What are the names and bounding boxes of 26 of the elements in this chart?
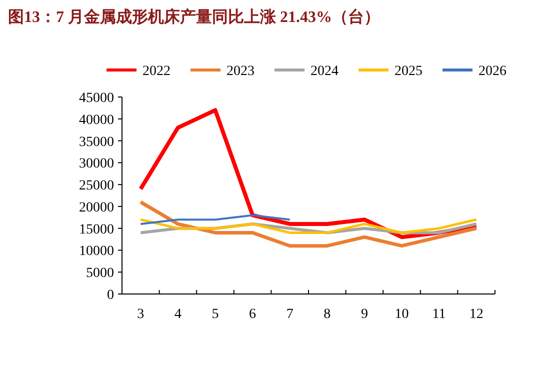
x-tick-label: 5 [212, 307, 219, 322]
x-tick-label: 9 [360, 307, 368, 322]
x-tick-label: 6 [249, 307, 256, 322]
x-tick-label: 8 [324, 307, 331, 322]
y-tick-label: 40000 [79, 112, 114, 128]
x-tick-label: 10 [394, 307, 409, 322]
y-tick-label: 35000 [79, 134, 114, 150]
y-tick-label: 0 [107, 288, 114, 303]
y-tick-label: 30000 [79, 156, 114, 172]
x-tick-label: 7 [286, 307, 294, 322]
y-tick-label: 5000 [86, 266, 114, 282]
legend-label: 2022 [142, 64, 170, 79]
x-tick-label: 11 [432, 307, 446, 322]
legend-label: 2026 [478, 64, 506, 79]
y-tick-label: 25000 [79, 178, 114, 194]
legend-label: 2024 [310, 64, 338, 79]
y-tick-label: 10000 [79, 244, 114, 260]
y-tick-label: 45000 [79, 91, 114, 106]
x-tick-label: 3 [137, 307, 144, 322]
x-tick-label: 4 [174, 307, 182, 322]
y-tick-label: 15000 [79, 222, 114, 238]
legend-label: 2025 [394, 64, 422, 79]
chart-title: 图13：7 月金属成形机床产量同比上涨 21.43%（台） [8, 8, 380, 26]
y-tick-label: 20000 [79, 200, 114, 216]
legend-label: 2023 [226, 64, 254, 79]
x-tick-label: 12 [469, 307, 484, 322]
